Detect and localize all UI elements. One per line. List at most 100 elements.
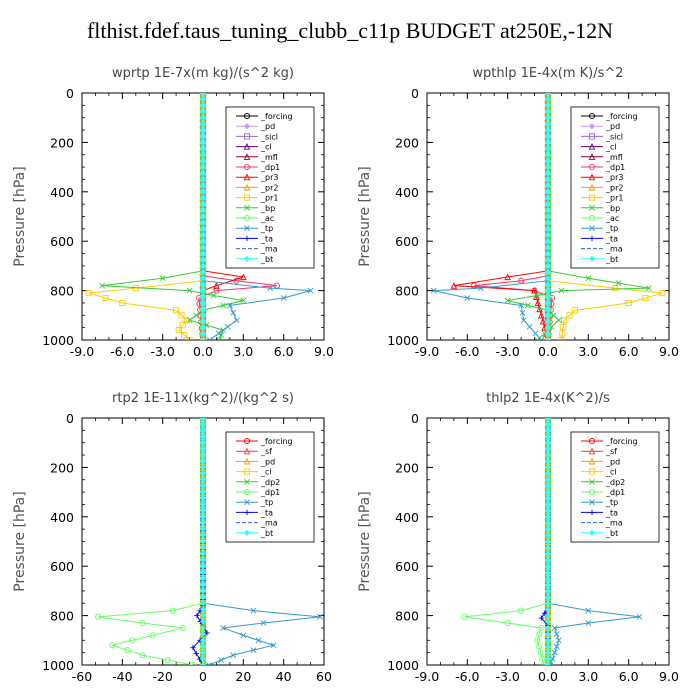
legend-label: _tp	[260, 224, 273, 233]
series-marker	[250, 607, 257, 614]
legend-label: _bt	[260, 255, 273, 264]
series-marker	[526, 323, 533, 330]
x-tick-label: 0.0	[193, 344, 213, 359]
y-tick-label: 1000	[387, 333, 419, 348]
series-marker	[544, 93, 552, 97]
legend-label: _forcing	[260, 437, 293, 446]
series-marker	[189, 661, 196, 665]
series-marker	[200, 662, 206, 665]
legend-marker	[588, 457, 596, 465]
series-marker	[199, 293, 207, 300]
series-marker	[544, 176, 552, 183]
series-marker	[585, 620, 592, 626]
series-marker	[199, 631, 207, 638]
legend: _forcing_sf_pd _cl_dp2_dp1_tp_ta _ma_bt	[225, 431, 315, 543]
legend-marker	[589, 235, 595, 241]
series-marker	[199, 312, 207, 319]
y-tick-label: 0	[411, 411, 419, 426]
legend-marker	[243, 437, 251, 445]
legend-marker	[588, 173, 596, 181]
series-marker	[199, 127, 207, 134]
series-marker	[199, 145, 207, 152]
series-marker	[544, 550, 552, 557]
series-marker	[255, 637, 262, 644]
series-marker	[199, 661, 207, 665]
legend-marker	[588, 488, 596, 496]
series-marker	[199, 464, 207, 471]
series-marker	[199, 458, 207, 465]
series-marker	[199, 281, 207, 288]
series-marker	[260, 620, 267, 626]
legend-marker	[243, 255, 251, 262]
legend-marker	[588, 468, 596, 475]
series-marker	[558, 287, 565, 294]
series-marker	[544, 624, 552, 631]
series-marker	[544, 219, 552, 226]
series-line-tp	[202, 93, 311, 340]
series-marker	[199, 287, 207, 294]
y-tick-label: 600	[50, 234, 74, 249]
series-marker	[544, 139, 552, 146]
series-marker	[213, 282, 220, 289]
series-marker	[544, 618, 552, 625]
y-axis-label: Pressure [hPa]	[12, 491, 28, 591]
series-marker	[544, 201, 552, 208]
series-line-pr1	[88, 93, 204, 340]
series-marker	[199, 655, 207, 662]
series-marker	[544, 544, 552, 551]
legend-marker	[588, 183, 596, 191]
series-marker	[199, 606, 207, 613]
series-marker	[124, 647, 131, 654]
legend-label: _pd	[260, 457, 275, 466]
series-marker	[199, 164, 207, 171]
series-marker	[544, 655, 552, 662]
legend-marker	[588, 133, 596, 140]
x-tick-label: -3.0	[495, 344, 519, 359]
legend-marker	[589, 478, 595, 485]
legend-label: _tp	[260, 498, 273, 507]
series-marker	[544, 275, 552, 282]
legend-marker	[243, 123, 251, 130]
legend-label: _pr1	[605, 194, 623, 203]
series-marker	[216, 337, 223, 340]
series-marker	[199, 594, 207, 601]
series-marker	[267, 285, 274, 292]
legend-label: _ta	[605, 508, 618, 517]
x-tick-label: 9.0	[659, 344, 679, 359]
series-marker	[193, 650, 199, 657]
legend-marker	[244, 204, 250, 211]
x-tick-label: 0	[199, 669, 207, 684]
series-marker	[585, 607, 592, 614]
legend-label: _pr1	[260, 194, 278, 203]
legend: _forcing_pd_sicl_cl_mfl_dp1_pr3_pr2_pr1_…	[225, 106, 315, 269]
series-marker	[537, 311, 545, 319]
legend-marker	[588, 255, 596, 262]
series-marker	[544, 170, 552, 177]
series-marker	[544, 526, 552, 533]
x-tick-label: 6.0	[619, 344, 639, 359]
x-tick-label: 3.0	[233, 344, 253, 359]
series-marker	[544, 458, 552, 465]
series-marker	[179, 322, 186, 329]
x-tick-label: 40	[276, 669, 292, 684]
legend-marker	[243, 133, 251, 140]
series-marker	[199, 575, 207, 582]
series-marker	[199, 550, 207, 557]
series-marker	[544, 501, 552, 508]
series-marker	[194, 613, 200, 619]
series-marker	[544, 452, 552, 459]
x-tick-label: 9.0	[659, 669, 679, 684]
series-marker	[210, 292, 217, 299]
series-marker	[544, 513, 552, 520]
series-marker	[317, 613, 323, 620]
series-marker	[544, 194, 552, 201]
series-marker	[534, 299, 542, 306]
series-marker	[199, 151, 207, 158]
series-marker	[199, 299, 207, 306]
series-marker	[199, 624, 207, 631]
series-marker	[139, 652, 146, 659]
legend-marker	[589, 499, 595, 506]
series-marker	[544, 262, 552, 269]
series-marker	[534, 637, 541, 644]
series-marker	[109, 642, 116, 649]
